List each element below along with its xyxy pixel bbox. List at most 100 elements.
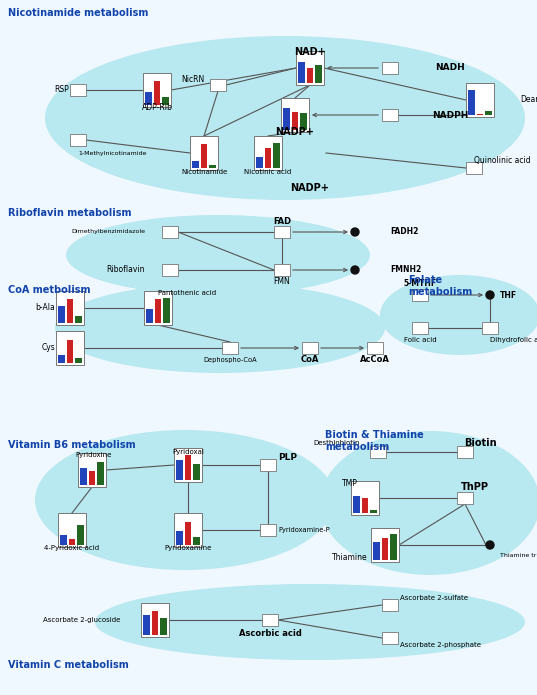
Bar xyxy=(299,62,304,83)
Bar xyxy=(185,455,191,480)
Text: FADH2: FADH2 xyxy=(390,227,418,236)
Text: Ascorbate 2-glucoside: Ascorbate 2-glucoside xyxy=(42,617,120,623)
Text: Dihydrofolic acid: Dihydrofolic acid xyxy=(490,337,537,343)
Text: Pyridoxal: Pyridoxal xyxy=(172,449,204,455)
Bar xyxy=(262,614,278,626)
Text: ADP-Rib: ADP-Rib xyxy=(142,104,172,113)
Text: Pantothenic acid: Pantothenic acid xyxy=(158,290,216,296)
Bar xyxy=(161,618,166,635)
Text: NADH: NADH xyxy=(435,63,465,72)
Text: NADPH: NADPH xyxy=(432,111,468,120)
Bar xyxy=(146,92,151,105)
Ellipse shape xyxy=(66,215,370,295)
Text: PLP: PLP xyxy=(278,454,297,462)
Bar xyxy=(273,143,280,168)
Text: Nicotinamide: Nicotinamide xyxy=(181,169,227,175)
Bar xyxy=(382,599,398,611)
Text: Pyridoxamine: Pyridoxamine xyxy=(164,545,212,551)
Bar xyxy=(485,111,491,115)
Text: CoA: CoA xyxy=(301,356,319,364)
Bar xyxy=(315,65,322,83)
Bar xyxy=(412,289,428,301)
Bar xyxy=(274,226,290,238)
Bar xyxy=(382,62,398,74)
Bar xyxy=(457,446,473,458)
Bar xyxy=(176,531,183,545)
Bar xyxy=(163,97,169,105)
Text: Deamido-NAD: Deamido-NAD xyxy=(520,95,537,104)
Bar xyxy=(468,90,475,115)
Text: Thiamine: Thiamine xyxy=(332,553,368,562)
Text: Pyridoxamine-P: Pyridoxamine-P xyxy=(278,527,330,533)
Bar xyxy=(362,498,368,513)
Bar xyxy=(162,264,178,276)
Text: Dimethylbenzimidazole: Dimethylbenzimidazole xyxy=(71,229,145,234)
Bar xyxy=(382,109,398,121)
Text: Desthiobiotin: Desthiobiotin xyxy=(314,440,360,446)
Text: Ascorbate 2-phosphate: Ascorbate 2-phosphate xyxy=(400,642,481,648)
Bar xyxy=(176,461,183,480)
Text: NADP+: NADP+ xyxy=(291,183,329,193)
Bar xyxy=(78,453,106,487)
Ellipse shape xyxy=(95,584,525,660)
Bar xyxy=(371,509,376,513)
Bar xyxy=(371,528,399,562)
Text: Nicotinic acid: Nicotinic acid xyxy=(244,169,292,175)
Ellipse shape xyxy=(55,283,385,373)
Bar xyxy=(390,534,397,560)
Circle shape xyxy=(486,291,494,299)
Bar xyxy=(193,537,200,545)
Bar xyxy=(351,481,379,515)
Bar xyxy=(296,51,324,85)
Ellipse shape xyxy=(35,430,335,570)
Bar xyxy=(274,264,290,276)
Bar xyxy=(210,79,226,91)
Text: 5-MTHF: 5-MTHF xyxy=(403,279,437,288)
Bar xyxy=(76,316,82,323)
Bar xyxy=(302,342,318,354)
Bar xyxy=(284,108,289,130)
Text: Riboflavin: Riboflavin xyxy=(106,265,145,275)
Bar xyxy=(154,81,160,105)
Bar xyxy=(67,340,73,363)
Text: Ascorbic acid: Ascorbic acid xyxy=(238,628,301,637)
Text: b-Ala: b-Ala xyxy=(35,304,55,313)
Bar xyxy=(60,535,67,545)
Bar xyxy=(265,148,271,168)
Bar xyxy=(59,355,64,363)
Bar xyxy=(466,162,482,174)
Bar xyxy=(70,134,86,146)
Bar xyxy=(260,459,276,471)
Bar xyxy=(144,291,172,325)
Text: NicRN: NicRN xyxy=(182,76,205,85)
Text: Biotin: Biotin xyxy=(463,438,496,448)
Bar xyxy=(301,113,307,130)
Bar xyxy=(162,226,178,238)
Bar xyxy=(174,448,202,482)
Text: Thiamine triphosphate: Thiamine triphosphate xyxy=(500,553,537,557)
Bar xyxy=(192,161,199,168)
Bar xyxy=(56,331,84,365)
Bar xyxy=(466,83,494,117)
Bar xyxy=(260,524,276,536)
Bar xyxy=(222,342,238,354)
Text: Ascorbate 2-sulfate: Ascorbate 2-sulfate xyxy=(400,595,468,601)
Text: Cys: Cys xyxy=(41,343,55,352)
Bar xyxy=(209,165,216,168)
Bar xyxy=(367,342,383,354)
Text: AcCoA: AcCoA xyxy=(360,356,390,364)
Bar xyxy=(76,358,82,363)
Bar xyxy=(382,632,398,644)
Text: RSP: RSP xyxy=(55,85,69,95)
Bar xyxy=(143,73,171,107)
Text: 1-Methylnicotinamide: 1-Methylnicotinamide xyxy=(78,151,147,156)
Bar xyxy=(174,513,202,547)
Bar xyxy=(201,145,207,168)
Circle shape xyxy=(351,228,359,236)
Bar xyxy=(67,300,73,323)
Bar xyxy=(477,113,483,115)
Bar xyxy=(254,136,282,170)
Text: NADP+: NADP+ xyxy=(275,127,315,137)
Bar xyxy=(97,462,104,485)
Text: Vitamin B6 metabolism: Vitamin B6 metabolism xyxy=(8,440,136,450)
